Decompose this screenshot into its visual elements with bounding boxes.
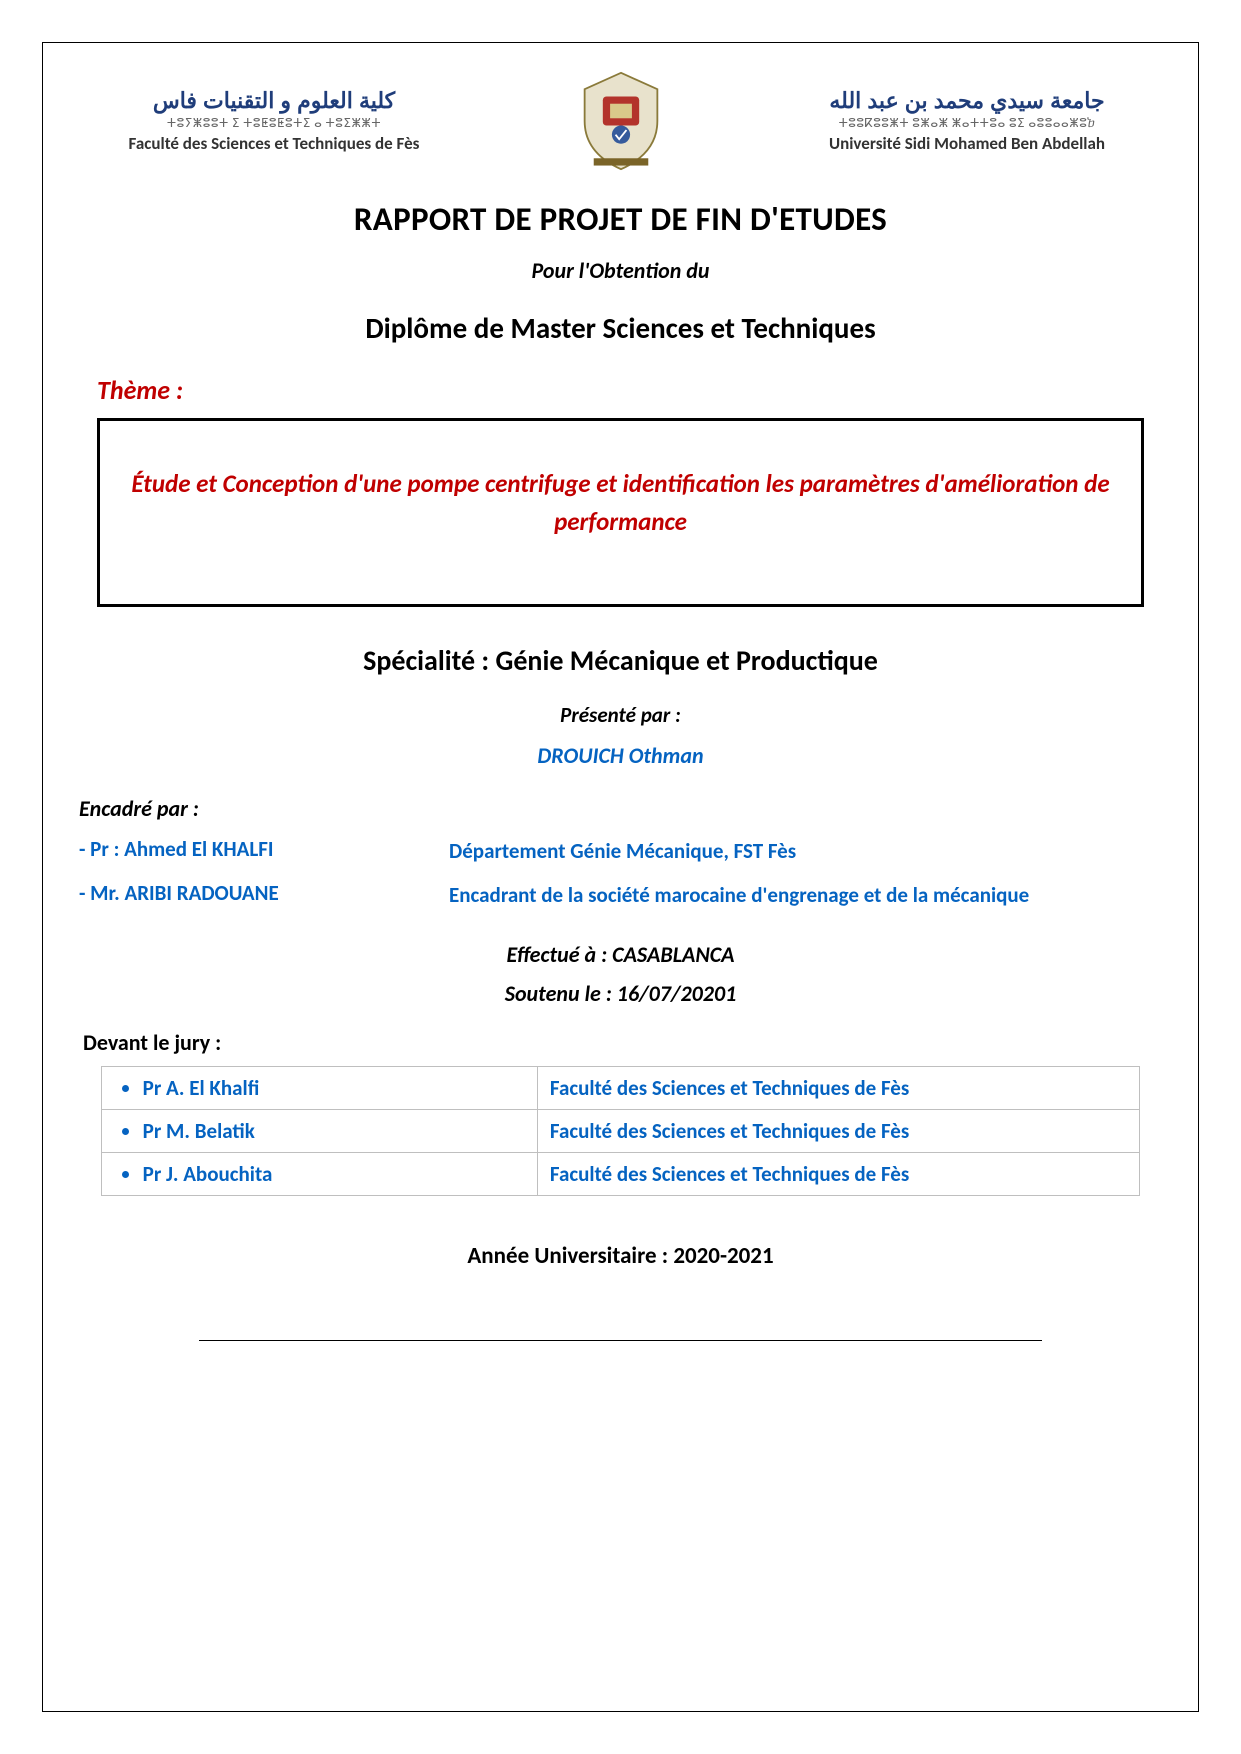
supervisor-name: - Mr. ARIBI RADOUANE: [79, 880, 439, 910]
faculty-latin: Faculté des Sciences et Techniques de Fè…: [79, 133, 469, 154]
jury-label: Devant le jury :: [83, 1029, 1162, 1056]
defense-date-line: Soutenu le : 16/07/20201: [79, 980, 1162, 1007]
university-tifinagh: ⵜⵓⵓⴽⵓⵓⵥⵜ ⵓⵥⴰⵥ ⵥⴰⵜⵜⵓⴰ ⵓⵉ ⴰⵓⵓⴰⴰⵥⵓⴆ: [772, 116, 1162, 131]
presented-by-label: Présenté par :: [79, 702, 1162, 728]
report-title: RAPPORT DE PROJET DE FIN D'ETUDES: [79, 199, 1162, 239]
jury-name-cell: Pr A. El Khalfi: [101, 1066, 537, 1109]
jury-name: Pr M. Belatik: [143, 1118, 255, 1144]
jury-affiliation-cell: Faculté des Sciences et Techniques de Fè…: [537, 1066, 1139, 1109]
location-line: Effectué à : CASABLANCA: [79, 941, 1162, 968]
bullet-icon: [122, 1128, 129, 1135]
jury-name: Pr J. Abouchita: [143, 1161, 273, 1187]
table-row: Pr A. El Khalfi Faculté des Sciences et …: [101, 1066, 1140, 1109]
jury-affiliation-cell: Faculté des Sciences et Techniques de Fè…: [537, 1109, 1139, 1152]
theme-box: Étude et Conception d'une pompe centrifu…: [97, 418, 1144, 607]
university-crest: [561, 71, 681, 171]
diploma-line: Diplôme de Master Sciences et Techniques: [79, 310, 1162, 346]
university-arabic: جامعة سيدي محمد بن عبد الله: [772, 88, 1162, 114]
speciality-line: Spécialité : Génie Mécanique et Producti…: [79, 643, 1162, 678]
theme-text: Étude et Conception d'une pompe centrifu…: [128, 465, 1113, 540]
faculty-tifinagh: ⵜⵓⵢⵥⵓⵓⵜ ⵉ ⵜⵓⵟⵓⵟⵓⵜⵉ ⴰ ⵜⵓⵉⵥⵥⵜ: [79, 116, 469, 131]
table-row: Pr M. Belatik Faculté des Sciences et Te…: [101, 1109, 1140, 1152]
jury-table: Pr A. El Khalfi Faculté des Sciences et …: [101, 1066, 1141, 1196]
supervisor-role: Encadrant de la société marocaine d'engr…: [449, 880, 1162, 910]
university-logo-block: جامعة سيدي محمد بن عبد الله ⵜⵓⵓⴽⵓⵓⵥⵜ ⵓⵥⴰ…: [772, 88, 1162, 154]
supervised-by-label: Encadré par :: [79, 795, 1162, 822]
table-row: Pr J. Abouchita Faculté des Sciences et …: [101, 1152, 1140, 1195]
academic-year: Année Universitaire : 2020-2021: [79, 1242, 1162, 1270]
obtention-label: Pour l'Obtention du: [79, 257, 1162, 284]
jury-affiliation-cell: Faculté des Sciences et Techniques de Fè…: [537, 1152, 1139, 1195]
supervisor-name: - Pr : Ahmed El KHALFI: [79, 836, 439, 866]
author-name: DROUICH Othman: [79, 742, 1162, 769]
supervisors-grid: - Pr : Ahmed El KHALFI Département Génie…: [79, 836, 1162, 911]
header-logos: كلية العلوم و التقنيات فاس ⵜⵓⵢⵥⵓⵓⵜ ⵉ ⵜⵓⵟ…: [79, 71, 1162, 171]
faculty-logo-block: كلية العلوم و التقنيات فاس ⵜⵓⵢⵥⵓⵓⵜ ⵉ ⵜⵓⵟ…: [79, 88, 469, 154]
jury-name-cell: Pr J. Abouchita: [101, 1152, 537, 1195]
page-frame: كلية العلوم و التقنيات فاس ⵜⵓⵢⵥⵓⵓⵜ ⵉ ⵜⵓⵟ…: [42, 42, 1199, 1712]
jury-name-cell: Pr M. Belatik: [101, 1109, 537, 1152]
supervisor-role: Département Génie Mécanique, FST Fès: [449, 836, 1162, 866]
theme-label: Thème :: [97, 374, 1162, 406]
bullet-icon: [122, 1171, 129, 1178]
university-latin: Université Sidi Mohamed Ben Abdellah: [772, 133, 1162, 154]
footer-rule: [199, 1340, 1042, 1341]
faculty-arabic: كلية العلوم و التقنيات فاس: [79, 88, 469, 114]
bullet-icon: [122, 1085, 129, 1092]
crest-icon: [571, 71, 671, 171]
jury-name: Pr A. El Khalfi: [143, 1075, 260, 1101]
